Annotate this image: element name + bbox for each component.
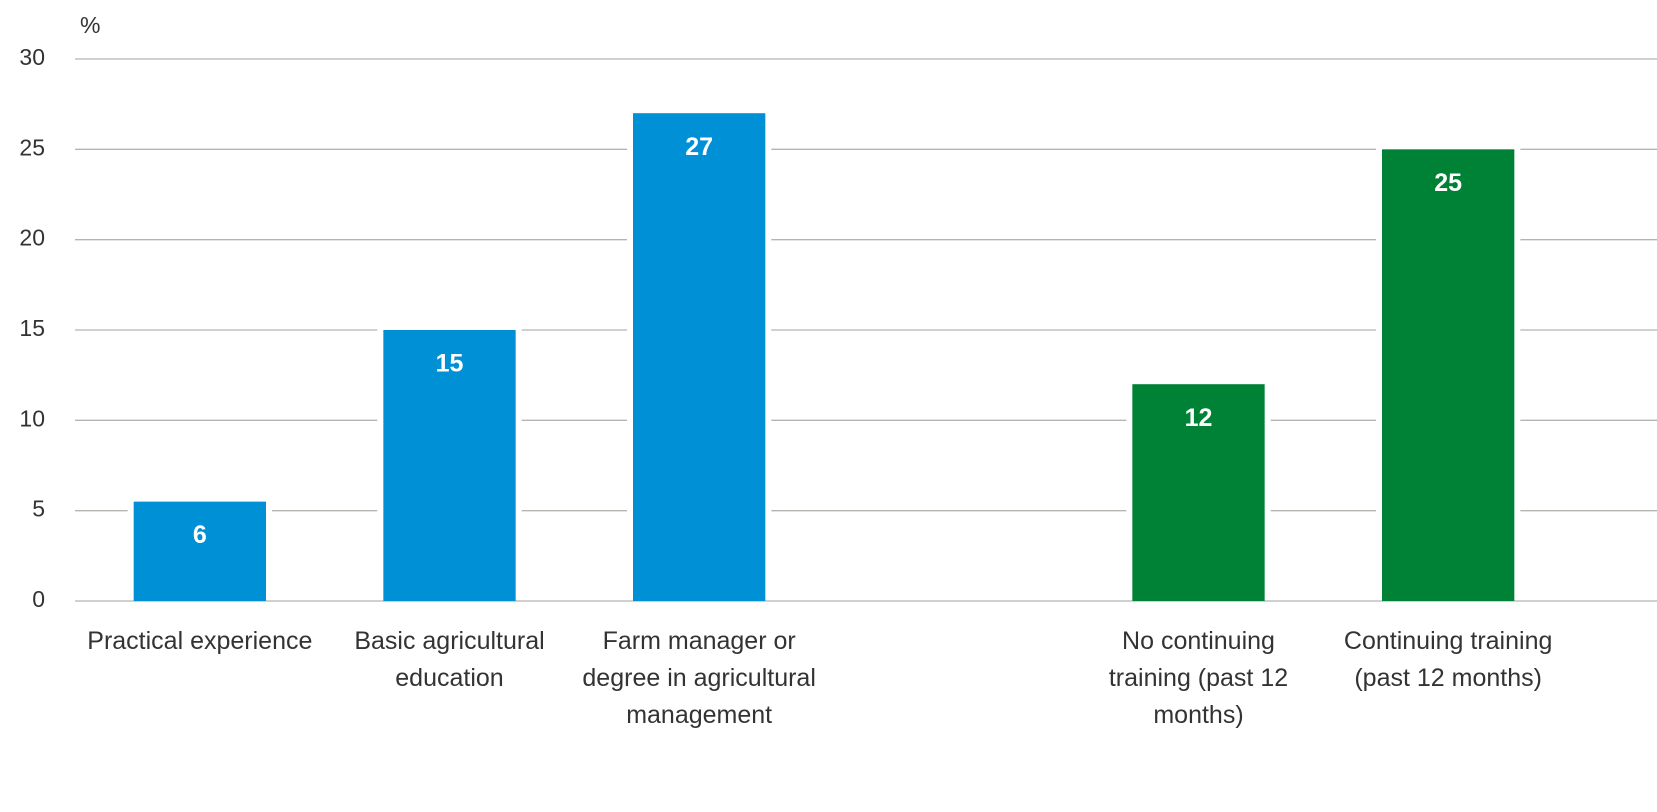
y-tick-label: 25 xyxy=(19,134,45,160)
data-label: 12 xyxy=(1185,404,1213,432)
y-tick-label: 15 xyxy=(19,315,45,341)
y-tick-label: 0 xyxy=(32,586,45,612)
data-label: 15 xyxy=(436,350,464,378)
bar xyxy=(383,330,516,601)
y-tick-label: 20 xyxy=(19,225,45,251)
x-tick-label: Basic agricultural education xyxy=(354,627,545,692)
x-tick-label: Practical experience xyxy=(87,627,313,655)
bar xyxy=(1382,149,1515,602)
y-tick-label: 10 xyxy=(19,405,45,431)
bar xyxy=(633,113,766,601)
x-tick-label: No continuing training (past 12 months) xyxy=(1108,627,1289,729)
x-tick-label: Farm manager or degree in agricultural m… xyxy=(582,627,816,729)
bar xyxy=(133,501,266,601)
x-tick-label: Continuing training (past 12 months) xyxy=(1343,627,1553,692)
data-label: 27 xyxy=(685,133,713,161)
data-label: 6 xyxy=(193,521,207,549)
bar xyxy=(1132,384,1265,601)
y-tick-label: 30 xyxy=(19,44,45,70)
data-label: 25 xyxy=(1434,169,1462,197)
y-tick-label: 5 xyxy=(32,496,45,522)
y-axis-label: % xyxy=(80,12,100,38)
